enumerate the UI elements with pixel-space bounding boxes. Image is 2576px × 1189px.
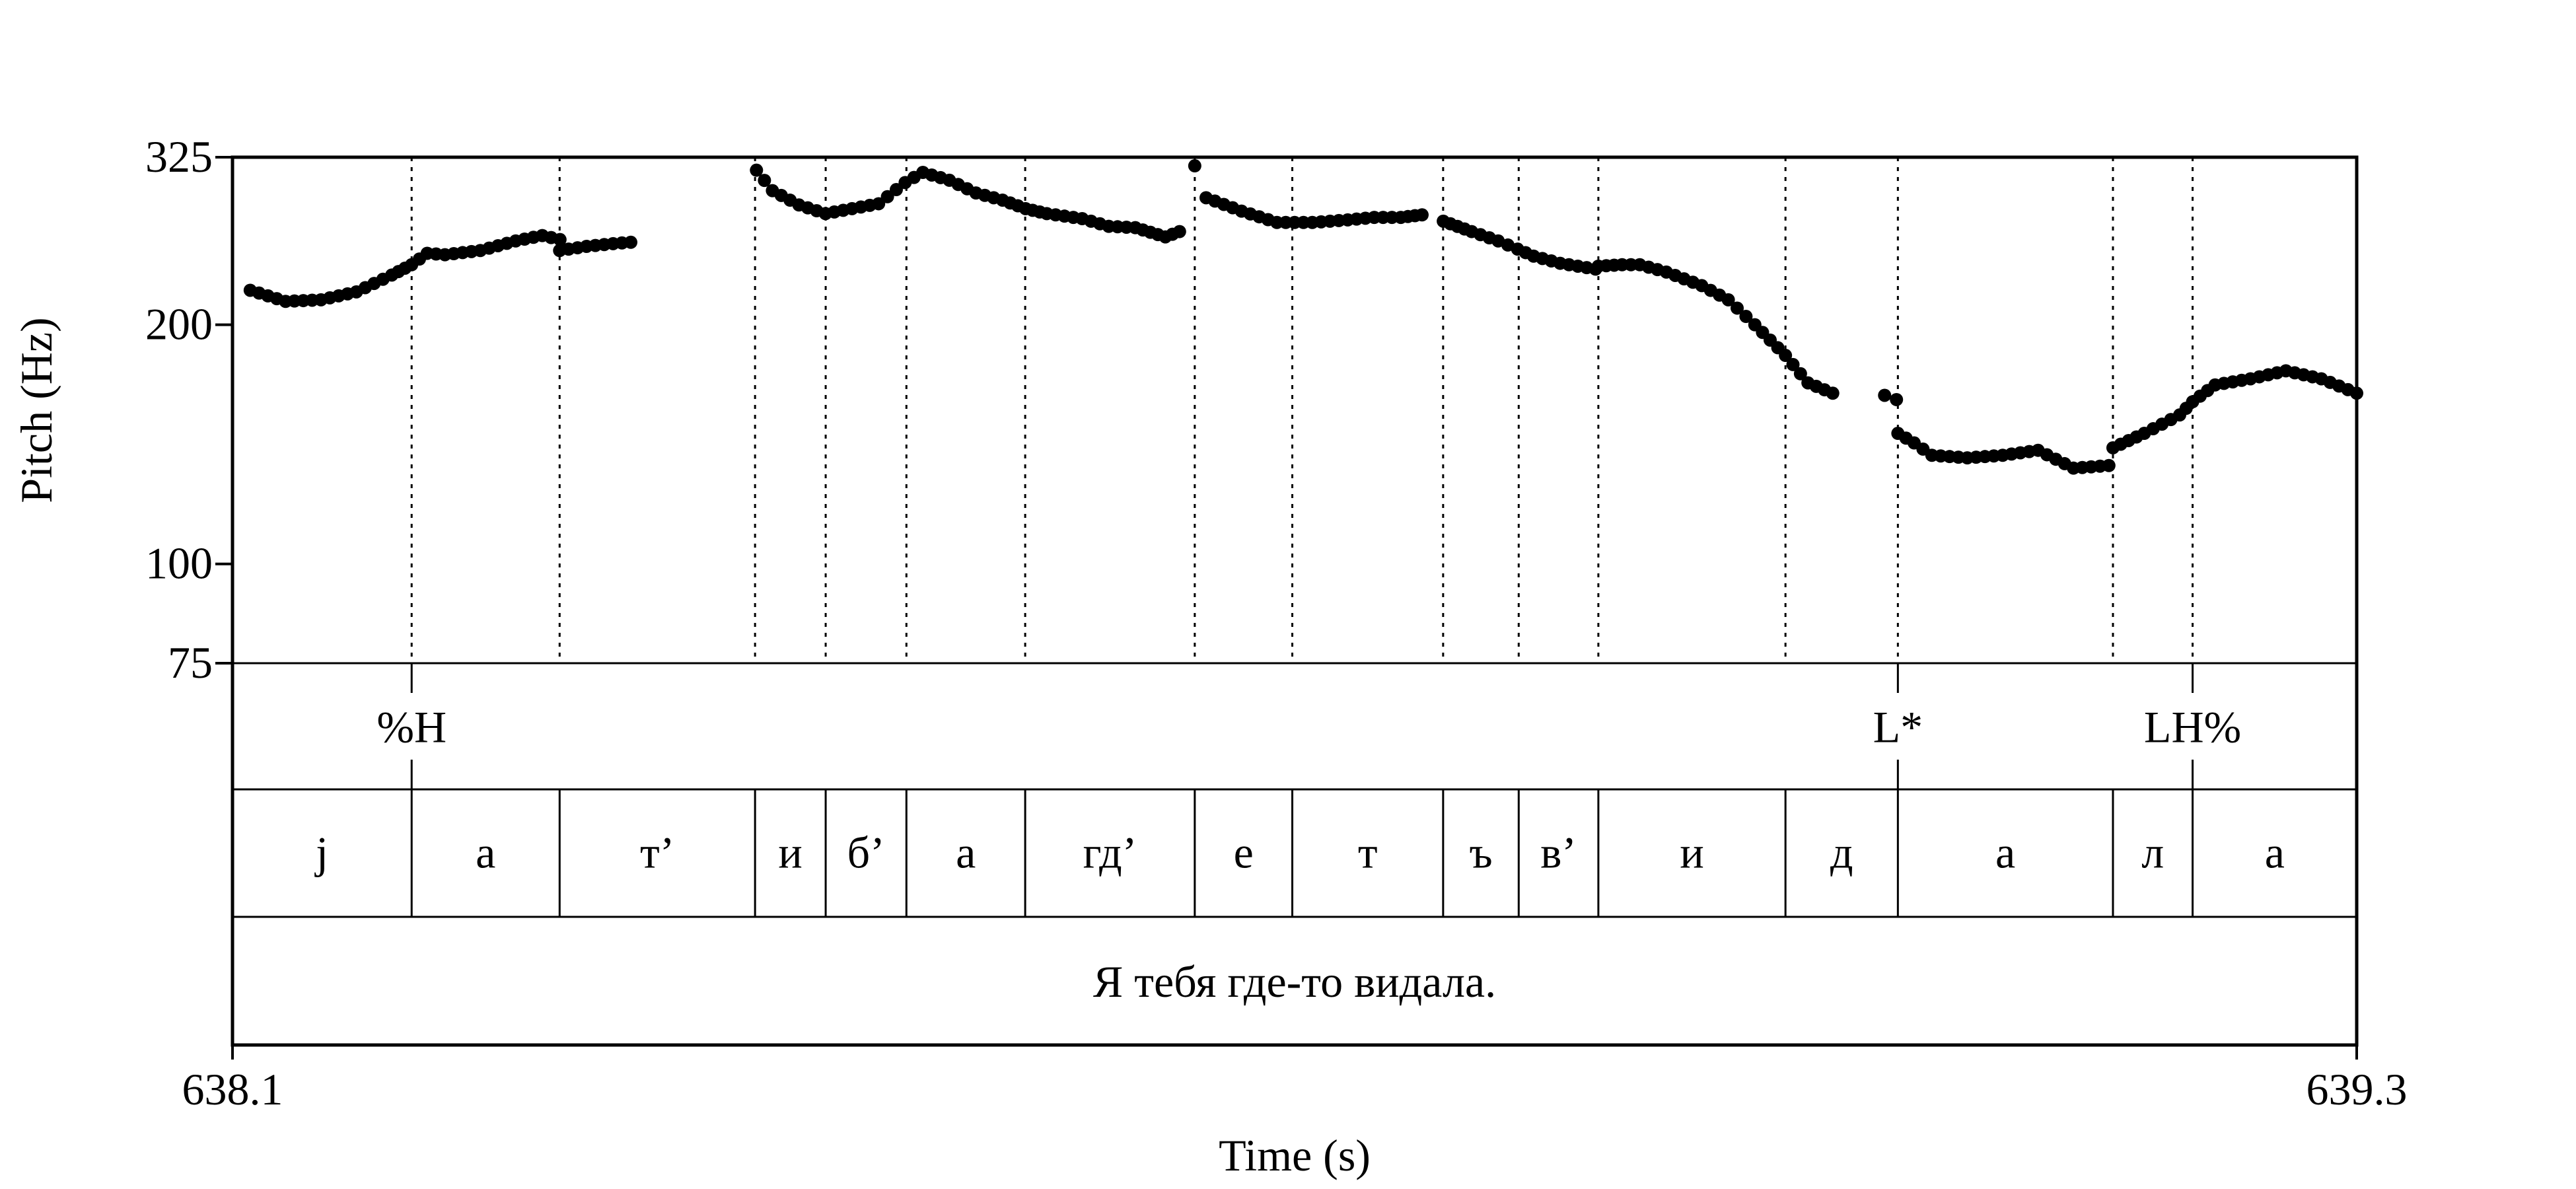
pitch-point [1890, 392, 1904, 406]
pitch-point [890, 183, 903, 197]
segment-label: а [1995, 828, 2015, 878]
y-tick-label: 75 [168, 637, 213, 688]
pitch-point [2102, 458, 2116, 472]
pitch-point [880, 190, 894, 203]
segment-label: д [1830, 828, 1853, 878]
y-tick-label: 325 [145, 131, 213, 182]
y-tick-label: 100 [145, 538, 213, 589]
segment-label: а [476, 828, 495, 878]
pitch-point [872, 197, 886, 211]
segment-label: т [1358, 828, 1378, 878]
segment-label: в’ [1540, 828, 1577, 878]
tone-label: L* [1873, 702, 1923, 752]
x-axis-label: Time (s) [1219, 1130, 1371, 1180]
pitch-point [1415, 208, 1429, 222]
segment-label: ъ [1469, 828, 1492, 878]
x-tick-label: 638.1 [182, 1064, 283, 1114]
pitch-dots [243, 159, 2363, 475]
pitch-point [1188, 159, 1201, 173]
pitch-point [1731, 301, 1744, 315]
segment-label: б’ [847, 828, 885, 878]
segment-label: т’ [640, 828, 674, 878]
pitch-point [1172, 225, 1186, 238]
tone-label: LH% [2144, 702, 2241, 752]
pitch-point [1878, 388, 1892, 402]
segment-label: гд’ [1083, 828, 1137, 878]
pitch-point [624, 235, 637, 249]
pitch-point [1786, 357, 1800, 371]
annotation-tiers: %H L* LH% j а т’ и б’ а гд’ е т ъ в’ и д а л а Я тебя где-т… [233, 662, 2357, 1007]
pitch-point [1793, 367, 1807, 380]
pitch-point [1721, 293, 1735, 306]
pitch-point [1739, 310, 1753, 324]
x-tick-label: 639.3 [2307, 1064, 2408, 1114]
sentence-label: Я тебя где-то видала. [1093, 956, 1496, 1007]
segment-label: и [1680, 828, 1703, 878]
y-axis-label: Pitch (Hz) [11, 317, 61, 503]
axes: 75 100 200 325 638.1 639.3 [145, 131, 2408, 1114]
pitch-point [750, 163, 764, 177]
segment-boundary-lines [410, 157, 2194, 663]
segment-label: и [778, 828, 802, 878]
pitch-point [1826, 386, 1840, 400]
segment-label: е [1234, 828, 1254, 878]
segment-label: а [2265, 828, 2285, 878]
y-tick-label: 200 [145, 299, 213, 349]
segment-label: а [956, 828, 976, 878]
plot-frame [231, 155, 2359, 1047]
segment-label: л [2141, 828, 2164, 878]
pitch-point [758, 174, 771, 188]
tone-label: %H [376, 702, 447, 752]
segment-label: j [314, 828, 328, 878]
